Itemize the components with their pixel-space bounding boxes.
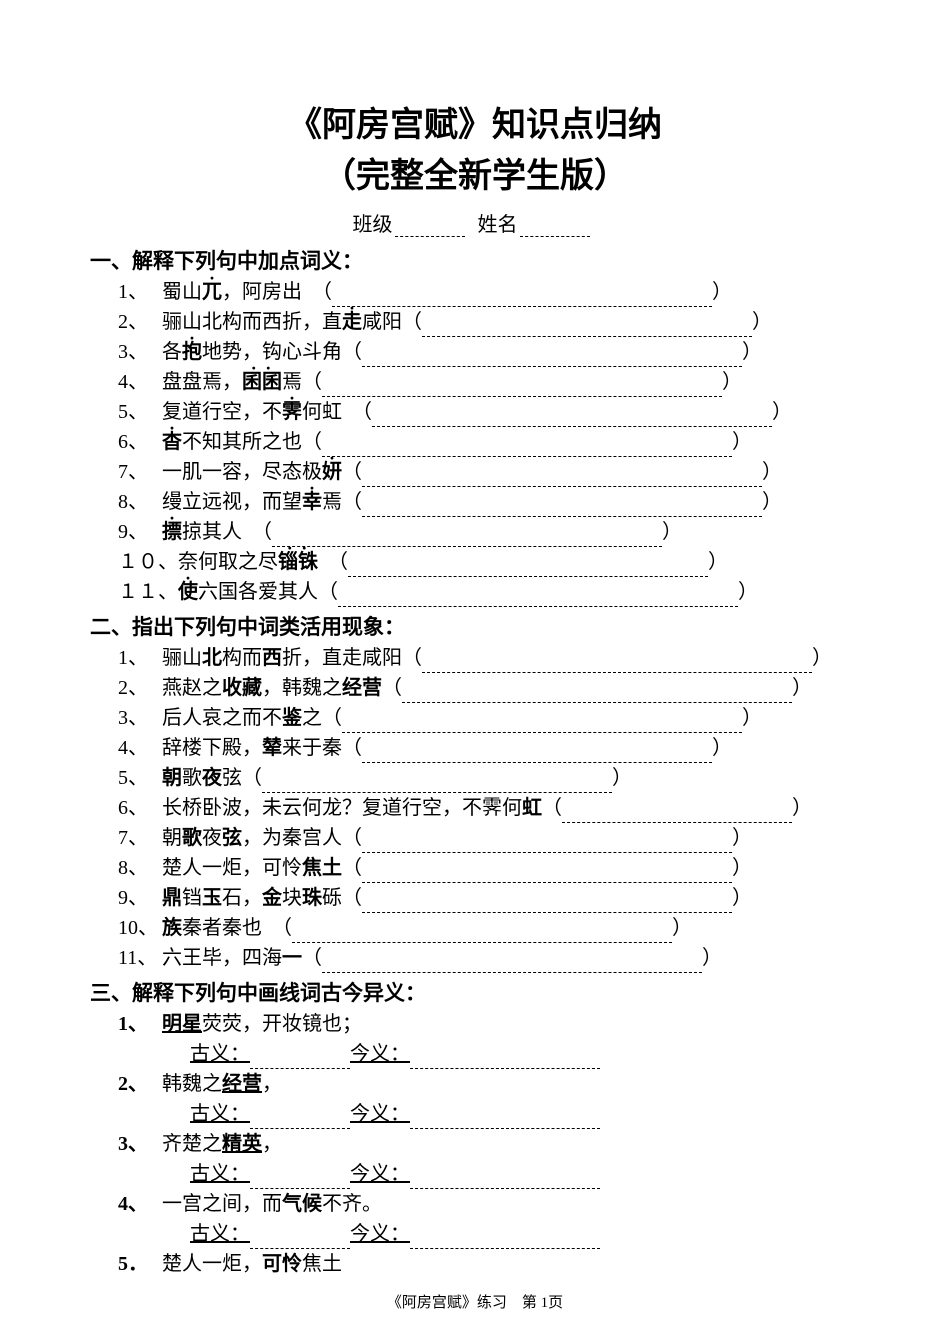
section3-heading: 三、解释下列句中画线词古今异义： bbox=[90, 977, 860, 1007]
name-blank bbox=[520, 219, 590, 237]
exercise-item: 1、骊山北构而西折，直走咸阳（） bbox=[90, 643, 860, 673]
exercise-item: 2、燕赵之收藏，韩魏之经营（） bbox=[90, 673, 860, 703]
exercise-item: １１、使六国各爱其人（） bbox=[90, 577, 860, 607]
exercise-item: 5．楚人一炬，可怜焦土 bbox=[90, 1249, 860, 1279]
exercise-item: １０、奈何取之尽锱铢 （） bbox=[90, 547, 860, 577]
exercise-item: 6、杳不知其所之也（） bbox=[90, 427, 860, 457]
doc-subtitle: （完整全新学生版） bbox=[90, 151, 860, 202]
class-blank bbox=[395, 219, 465, 237]
section2-heading: 二、指出下列句中词类活用现象： bbox=[90, 611, 860, 641]
page-footer: 《阿房宫赋》练习 第 1页 bbox=[0, 1291, 950, 1312]
class-name-row: 班级 姓名 bbox=[90, 208, 860, 237]
exercise-item: 2、骊山北构而西折，直走咸阳（） bbox=[90, 307, 860, 337]
ancient-modern-row: 古义：今义： bbox=[90, 1099, 860, 1129]
ancient-modern-row: 古义：今义： bbox=[90, 1159, 860, 1189]
exercise-item: 11、六王毕，四海一（） bbox=[90, 943, 860, 973]
section1-items: 1、蜀山兀，阿房出 （）2、骊山北构而西折，直走咸阳（）3、各抱地势，钩心斗角（… bbox=[90, 277, 860, 607]
exercise-item: 3、后人哀之而不鉴之（） bbox=[90, 703, 860, 733]
ancient-modern-row: 古义：今义： bbox=[90, 1219, 860, 1249]
exercise-item: 7、朝歌夜弦，为秦宫人（） bbox=[90, 823, 860, 853]
exercise-item: 1、蜀山兀，阿房出 （） bbox=[90, 277, 860, 307]
exercise-item: 10、族秦者秦也 （） bbox=[90, 913, 860, 943]
section3-items: 1、明星荧荧，开妆镜也；古义：今义：2、韩魏之经营，古义：今义：3、齐楚之精英，… bbox=[90, 1009, 860, 1279]
exercise-item: 4、辞楼下殿，辇来于秦（） bbox=[90, 733, 860, 763]
exercise-item: 9、鼎铛玉石，金块珠砾（） bbox=[90, 883, 860, 913]
exercise-item: 5、朝歌夜弦（） bbox=[90, 763, 860, 793]
exercise-item: 5、复道行空，不霁何虹 （） bbox=[90, 397, 860, 427]
exercise-item: 3、各抱地势，钩心斗角（） bbox=[90, 337, 860, 367]
exercise-item: 8、楚人一炬，可怜焦土（） bbox=[90, 853, 860, 883]
section1-heading: 一、解释下列句中加点词义： bbox=[90, 245, 860, 275]
exercise-item: 3、齐楚之精英， bbox=[90, 1129, 860, 1159]
ancient-modern-row: 古义：今义： bbox=[90, 1039, 860, 1069]
exercise-item: 9、摽掠其人 （） bbox=[90, 517, 860, 547]
exercise-item: 2、韩魏之经营， bbox=[90, 1069, 860, 1099]
section2-items: 1、骊山北构而西折，直走咸阳（）2、燕赵之收藏，韩魏之经营（）3、后人哀之而不鉴… bbox=[90, 643, 860, 973]
class-label: 班级 bbox=[353, 214, 393, 236]
exercise-item: 1、明星荧荧，开妆镜也； bbox=[90, 1009, 860, 1039]
exercise-item: 4、一宫之间，而气候不齐。 bbox=[90, 1189, 860, 1219]
exercise-item: 6、长桥卧波，未云何龙？复道行空，不霁何虹（） bbox=[90, 793, 860, 823]
exercise-item: 4、盘盘焉，囷囷焉（） bbox=[90, 367, 860, 397]
name-label: 姓名 bbox=[478, 214, 518, 236]
exercise-item: 8、缦立远视，而望幸焉（） bbox=[90, 487, 860, 517]
doc-title: 《阿房宫赋》知识点归纳 bbox=[90, 100, 860, 151]
exercise-item: 7、一肌一容，尽态极妍（） bbox=[90, 457, 860, 487]
